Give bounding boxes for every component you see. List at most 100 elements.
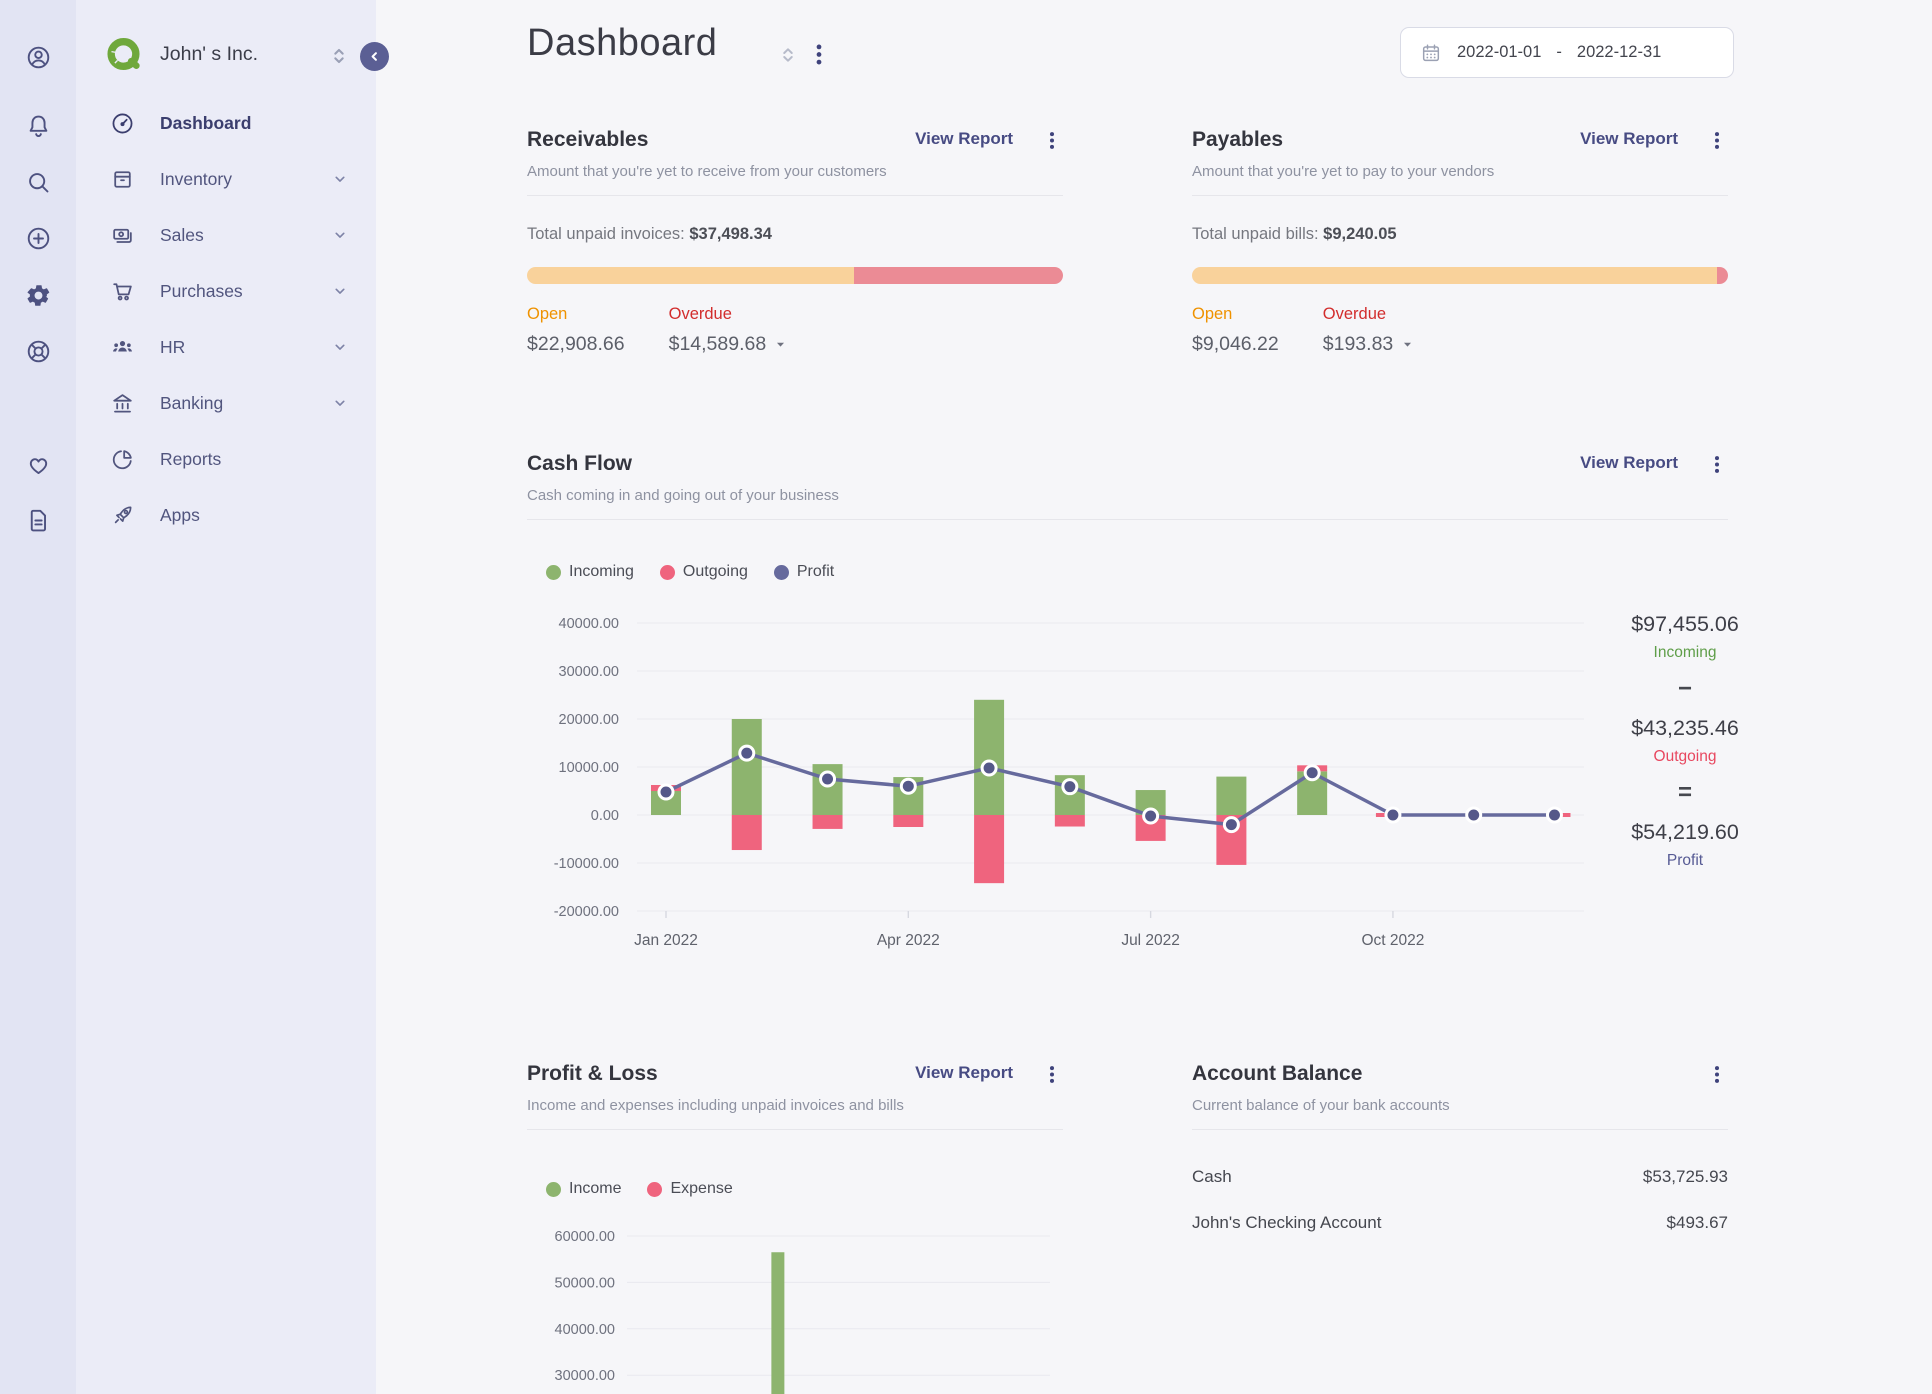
sidebar-item-label: Reports [160,448,222,469]
profit-loss-chart[interactable]: 60000.00 50000.00 40000.00 30000.00 [540,1228,1600,1394]
legend-label: Outgoing [682,563,748,580]
balance-row[interactable]: Cash $53,725.93 [1192,1154,1728,1200]
dashboard-icon [110,111,135,136]
chevron-down-icon[interactable] [330,393,350,413]
search-icon [25,169,52,196]
hr-icon [110,335,135,360]
legend-item-incoming[interactable]: Incoming [546,563,634,581]
profit-loss-legend: Income Expense [546,1180,733,1198]
company-name[interactable]: John' s Inc. [160,43,259,65]
legend-item-outgoing[interactable]: Outgoing [659,563,748,581]
sales-icon [110,223,135,248]
rail-help-button[interactable] [21,334,55,368]
sidebar-item-banking[interactable]: Banking [76,375,376,431]
payables-total: Total unpaid bills: $9,240.05 [1192,225,1397,243]
svg-text:50000.00: 50000.00 [555,1275,615,1291]
cash-flow-view-report-link[interactable]: View Report [1580,453,1678,472]
overdue-caret-icon[interactable] [772,336,789,353]
outgoing-total-label: Outgoing [1653,748,1717,765]
sidebar-item-sales[interactable]: Sales [76,207,376,263]
sidebar-collapse-button[interactable] [360,42,389,71]
cash-flow-legend: Incoming Outgoing Profit [546,563,834,581]
payables-title: Payables [1192,128,1284,151]
cash-flow-widget: Cash Flow View Report Cash coming in and… [527,452,1728,520]
open-label: Open [527,305,568,323]
chevron-down-icon[interactable] [330,337,350,357]
minus-operator: − [1677,675,1692,702]
legend-item-income[interactable]: Income [546,1180,621,1198]
title-switcher-icon[interactable] [778,44,798,66]
payables-kebab-icon[interactable] [1706,129,1728,152]
progress-overdue-segment [853,267,1063,284]
divider [527,1129,1063,1130]
inventory-icon [110,167,135,192]
reports-icon [110,447,135,472]
svg-text:-10000.00: -10000.00 [554,856,619,872]
profit-loss-view-report-link[interactable]: View Report [915,1063,1013,1082]
open-label: Open [1192,305,1233,323]
payables-widget: Payables View Report Amount that you're … [1192,128,1728,356]
legend-item-profit[interactable]: Profit [773,563,834,581]
page-title: Dashboard [527,22,718,64]
equals-operator: = [1677,779,1692,806]
divider [527,195,1063,196]
cash-flow-chart[interactable]: 40000.00 30000.00 20000.00 10000.00 0.00 -100… [540,596,1600,964]
rail-gear-button[interactable] [21,278,55,312]
company-switcher-icon[interactable] [328,44,350,68]
legend-label: Incoming [569,563,634,580]
chevron-down-icon[interactable] [330,169,350,189]
rail-bell-button[interactable] [21,109,55,143]
legend-dot [546,564,561,580]
sidebar-item-hr[interactable]: HR [76,319,376,375]
svg-text:40000.00: 40000.00 [555,1322,615,1338]
account-balance-kebab-icon[interactable] [1706,1063,1728,1086]
user-icon [25,44,52,71]
account-balance-title: Account Balance [1192,1062,1363,1085]
payables-open-block: Open $9,046.22 [1192,305,1279,356]
svg-text:30000.00: 30000.00 [559,664,619,680]
profit-loss-kebab-icon[interactable] [1041,1063,1063,1086]
receivables-view-report-link[interactable]: View Report [915,129,1013,148]
rail-plus-circle-button[interactable] [21,221,55,255]
payables-view-report-link[interactable]: View Report [1580,129,1678,148]
account-balance-rows: Cash $53,725.93 John's Checking Account $49… [1192,1154,1728,1246]
svg-text:Oct 2022: Oct 2022 [1361,932,1424,949]
sidebar-item-dashboard[interactable]: Dashboard [76,95,376,151]
document-icon [25,507,52,534]
legend-label: Expense [670,1180,733,1197]
overdue-value: $14,589.68 [669,333,790,356]
chevron-down-icon[interactable] [330,281,350,301]
receivables-kebab-icon[interactable] [1041,129,1063,152]
profit-total: $54,219.60 [1631,820,1739,844]
legend-label: Income [569,1180,622,1197]
progress-open-segment [527,267,854,284]
account-balance-value: $493.67 [1666,1213,1728,1232]
cash-flow-title: Cash Flow [527,452,633,475]
account-balance-widget: Account Balance Current balance of your … [1192,1062,1728,1246]
date-range-picker[interactable]: 2022-01-01 - 2022-12-31 [1400,27,1734,78]
page-menu-kebab-icon[interactable] [806,41,832,68]
rail-document-button[interactable] [21,503,55,537]
rail-user-button[interactable] [21,40,55,74]
open-value: $9,046.22 [1192,333,1279,355]
overdue-label: Overdue [1322,305,1387,323]
sidebar-item-label: Banking [160,392,224,413]
legend-dot [546,1181,561,1197]
sidebar-item-inventory[interactable]: Inventory [76,151,376,207]
svg-text:-20000.00: -20000.00 [554,904,619,920]
sidebar-item-purchases[interactable]: Purchases [76,263,376,319]
overdue-caret-icon[interactable] [1399,336,1416,353]
profit-loss-widget: Profit & Loss View Report Income and exp… [527,1062,1063,1130]
cash-flow-kebab-icon[interactable] [1706,453,1728,476]
overdue-label: Overdue [668,305,732,323]
legend-item-expense[interactable]: Expense [647,1180,733,1198]
sidebar-item-reports[interactable]: Reports [76,431,376,487]
sidebar-item-apps[interactable]: Apps [76,487,376,543]
balance-row[interactable]: John's Checking Account $493.67 [1192,1200,1728,1246]
company-logo-icon[interactable] [105,36,142,73]
plus-circle-icon [25,225,52,252]
chevron-down-icon[interactable] [330,225,350,245]
rail-search-button[interactable] [21,165,55,199]
open-value: $22,908.66 [527,333,625,355]
rail-heart-button[interactable] [21,447,55,481]
